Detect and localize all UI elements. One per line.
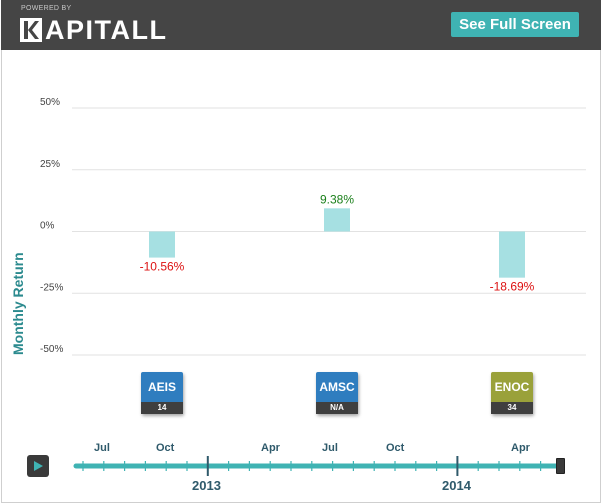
bar-value-label: -10.56%	[140, 260, 185, 274]
bar-enoc[interactable]	[499, 231, 525, 278]
ticker-sub-value: 34	[491, 402, 533, 414]
ticker-symbol: ENOC	[494, 380, 530, 394]
timeline-month-label: Jul	[322, 442, 338, 454]
y-tick-label: -50%	[40, 344, 63, 355]
timeline-month-label: Oct	[386, 442, 405, 454]
play-button[interactable]	[27, 455, 49, 477]
timeline-month-label: Apr	[261, 442, 280, 454]
timeline-year-label: 2013	[192, 478, 221, 493]
ticker-symbol: AMSC	[319, 380, 355, 394]
ticker-symbol: AEIS	[147, 380, 176, 394]
timeline-month-label: Oct	[156, 442, 175, 454]
play-icon	[34, 461, 43, 471]
bar-aeis[interactable]	[149, 231, 175, 258]
see-full-screen-button[interactable]: See Full Screen	[451, 12, 579, 37]
bar-amsc[interactable]	[324, 208, 350, 232]
ticker-badge-amsc[interactable]: AMSC N/A	[316, 372, 358, 414]
bar-value-label: 9.38%	[320, 192, 354, 206]
timeline-scrubber-handle[interactable]	[556, 458, 565, 474]
bar-value-label: -18.69%	[490, 280, 535, 294]
timeline-month-label: Jul	[94, 442, 110, 454]
header-bar: POWERED BY APITALL See Full Screen	[1, 0, 601, 50]
powered-by-label: POWERED BY	[21, 5, 72, 12]
timeline-month-label: Apr	[511, 442, 530, 454]
ticker-sub-value: 14	[141, 402, 183, 414]
y-tick-label: 0%	[40, 221, 55, 232]
y-tick-label: -25%	[40, 282, 63, 293]
ticker-badge-enoc[interactable]: ENOC 34	[491, 372, 533, 414]
y-tick-label: 50%	[40, 97, 60, 108]
kapitall-k-logo-icon	[20, 18, 42, 42]
y-tick-label: 25%	[40, 159, 60, 170]
timeline-year-label: 2014	[442, 478, 471, 493]
ticker-sub-value: N/A	[316, 402, 358, 414]
ticker-badge-aeis[interactable]: AEIS 14	[141, 372, 183, 414]
logo-text: APITALL	[45, 15, 168, 45]
